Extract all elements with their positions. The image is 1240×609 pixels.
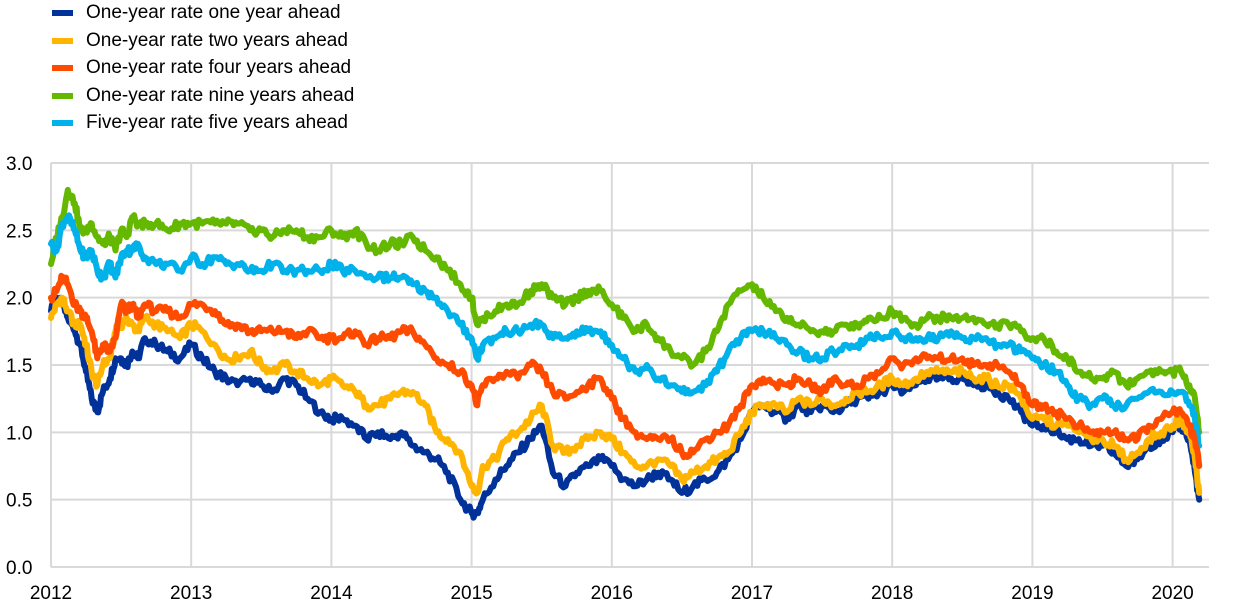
x-tick-label: 2013 xyxy=(170,583,212,604)
y-tick-label: 3.0 xyxy=(6,154,32,175)
legend-item: One-year rate two years ahead xyxy=(52,29,452,57)
y-tick-label: 1.5 xyxy=(6,356,32,377)
legend-swatch xyxy=(52,65,73,71)
x-tick-label: 2016 xyxy=(591,583,633,604)
x-tick-label: 2020 xyxy=(1151,583,1193,604)
series-line-1 xyxy=(48,294,1203,497)
series-line-3 xyxy=(48,186,1203,436)
y-tick-label: 0.5 xyxy=(6,491,32,512)
y-axis-tick-labels: 0.0 0.5 1.0 1.5 2.0 2.5 3.0 xyxy=(6,154,32,579)
legend-label: One-year rate one year ahead xyxy=(86,2,341,23)
series-line-4 xyxy=(48,212,1203,449)
x-axis-tick-labels: 2012 2013 2014 2015 2016 2017 2018 2019 2020 xyxy=(30,583,1194,604)
legend-swatch xyxy=(52,38,73,44)
legend-swatch xyxy=(52,93,73,99)
legend-label: One-year rate two years ahead xyxy=(86,30,348,51)
legend-item: Five-year rate five years ahead xyxy=(52,111,452,139)
series-line-2 xyxy=(48,272,1203,469)
x-tick-label: 2015 xyxy=(450,583,492,604)
x-tick-label: 2014 xyxy=(310,583,353,604)
y-tick-label: 1.0 xyxy=(6,423,32,444)
series-line-0 xyxy=(48,294,1203,521)
legend-label: One-year rate four years ahead xyxy=(86,57,352,78)
legend-swatch xyxy=(52,120,73,126)
x-tick-label: 2018 xyxy=(871,583,913,604)
legend-item: One-year rate one year ahead xyxy=(52,1,452,29)
legend-label: One-year rate nine years ahead xyxy=(86,85,355,106)
y-tick-label: 2.5 xyxy=(6,221,32,242)
x-tick-label: 2019 xyxy=(1011,583,1053,604)
x-tick-label: 2012 xyxy=(30,583,72,604)
legend-item: One-year rate four years ahead xyxy=(52,56,452,84)
legend-item: One-year rate nine years ahead xyxy=(52,84,452,112)
series-lines xyxy=(48,186,1203,521)
x-tick-label: 2017 xyxy=(731,583,773,604)
legend-swatch xyxy=(52,10,73,16)
legend-label: Five-year rate five years ahead xyxy=(86,112,348,133)
y-tick-label: 0.0 xyxy=(6,558,32,579)
y-tick-label: 2.0 xyxy=(6,289,32,310)
